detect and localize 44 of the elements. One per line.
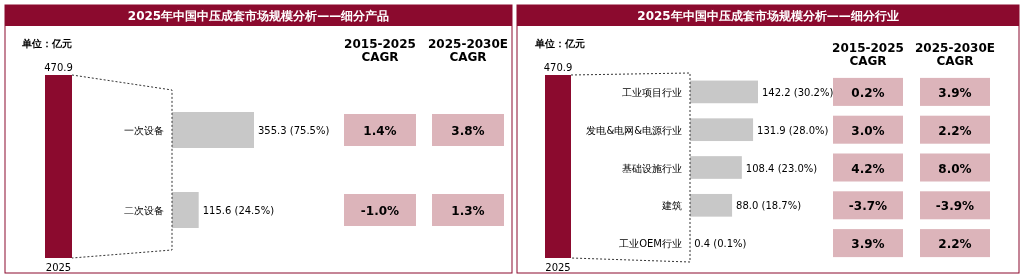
y-tick-label: 二次设备 xyxy=(124,205,164,216)
data-label: 355.3 (75.5%) xyxy=(258,125,330,136)
text: 3.0% xyxy=(851,123,885,138)
text: 8.0% xyxy=(938,161,972,176)
bar xyxy=(690,193,733,217)
data-label: 108.4 (23.0%) xyxy=(745,162,818,174)
data-label: 88.0 (18.7%) xyxy=(736,200,802,212)
text: 2.2% xyxy=(938,123,972,138)
text: 2015-2025 CAGR xyxy=(832,41,904,68)
x-tick-label: 2025 xyxy=(545,262,571,273)
text: 1.4% xyxy=(363,124,397,138)
bar xyxy=(690,118,754,142)
text: -3.9% xyxy=(935,199,975,214)
y-tick-label: 工业项目行业 xyxy=(622,86,682,98)
data-label: 115.6 (24.5%) xyxy=(202,205,275,216)
text: 单位：亿元 xyxy=(21,38,72,49)
text: 单位：亿元 xyxy=(534,38,585,49)
text: 2.2% xyxy=(938,237,972,252)
y-tick-label: 基础设施行业 xyxy=(622,162,682,174)
x-tick-label: 2025 xyxy=(45,262,72,273)
text: 3.8% xyxy=(451,124,485,138)
text: 3.9% xyxy=(851,237,885,252)
y-tick-label: 工业OEM行业 xyxy=(619,238,682,250)
data-label: 470.9 xyxy=(44,62,73,73)
chart-title: 2025年中国中压成套市场规模分析——细分产品 xyxy=(127,9,390,23)
text: 2025-2030E CAGR xyxy=(428,37,508,64)
y-tick-label: 发电&电网&电源行业 xyxy=(586,124,682,136)
text: 2015-2025 CAGR xyxy=(344,37,416,64)
bar xyxy=(690,156,742,179)
data-label: 0.4 (0.1%) xyxy=(694,238,747,250)
data-label: 131.9 (28.0%) xyxy=(757,124,829,136)
text: -1.0% xyxy=(360,204,400,218)
text: 3.9% xyxy=(938,85,972,100)
bar xyxy=(690,80,758,104)
text: 4.2% xyxy=(851,161,885,176)
y-tick-label: 一次设备 xyxy=(124,125,164,136)
text: -3.7% xyxy=(848,199,888,214)
data-label: 470.9 xyxy=(543,62,573,73)
text: 1.3% xyxy=(451,204,485,218)
text: 0.2% xyxy=(851,85,885,100)
data-label: 142.2 (30.2%) xyxy=(762,86,834,98)
chart-title: 2025年中国中压成套市场规模分析——细分行业 xyxy=(637,9,899,23)
y-tick-label: 建筑 xyxy=(661,200,682,212)
text: 2025-2030E CAGR xyxy=(915,41,995,68)
